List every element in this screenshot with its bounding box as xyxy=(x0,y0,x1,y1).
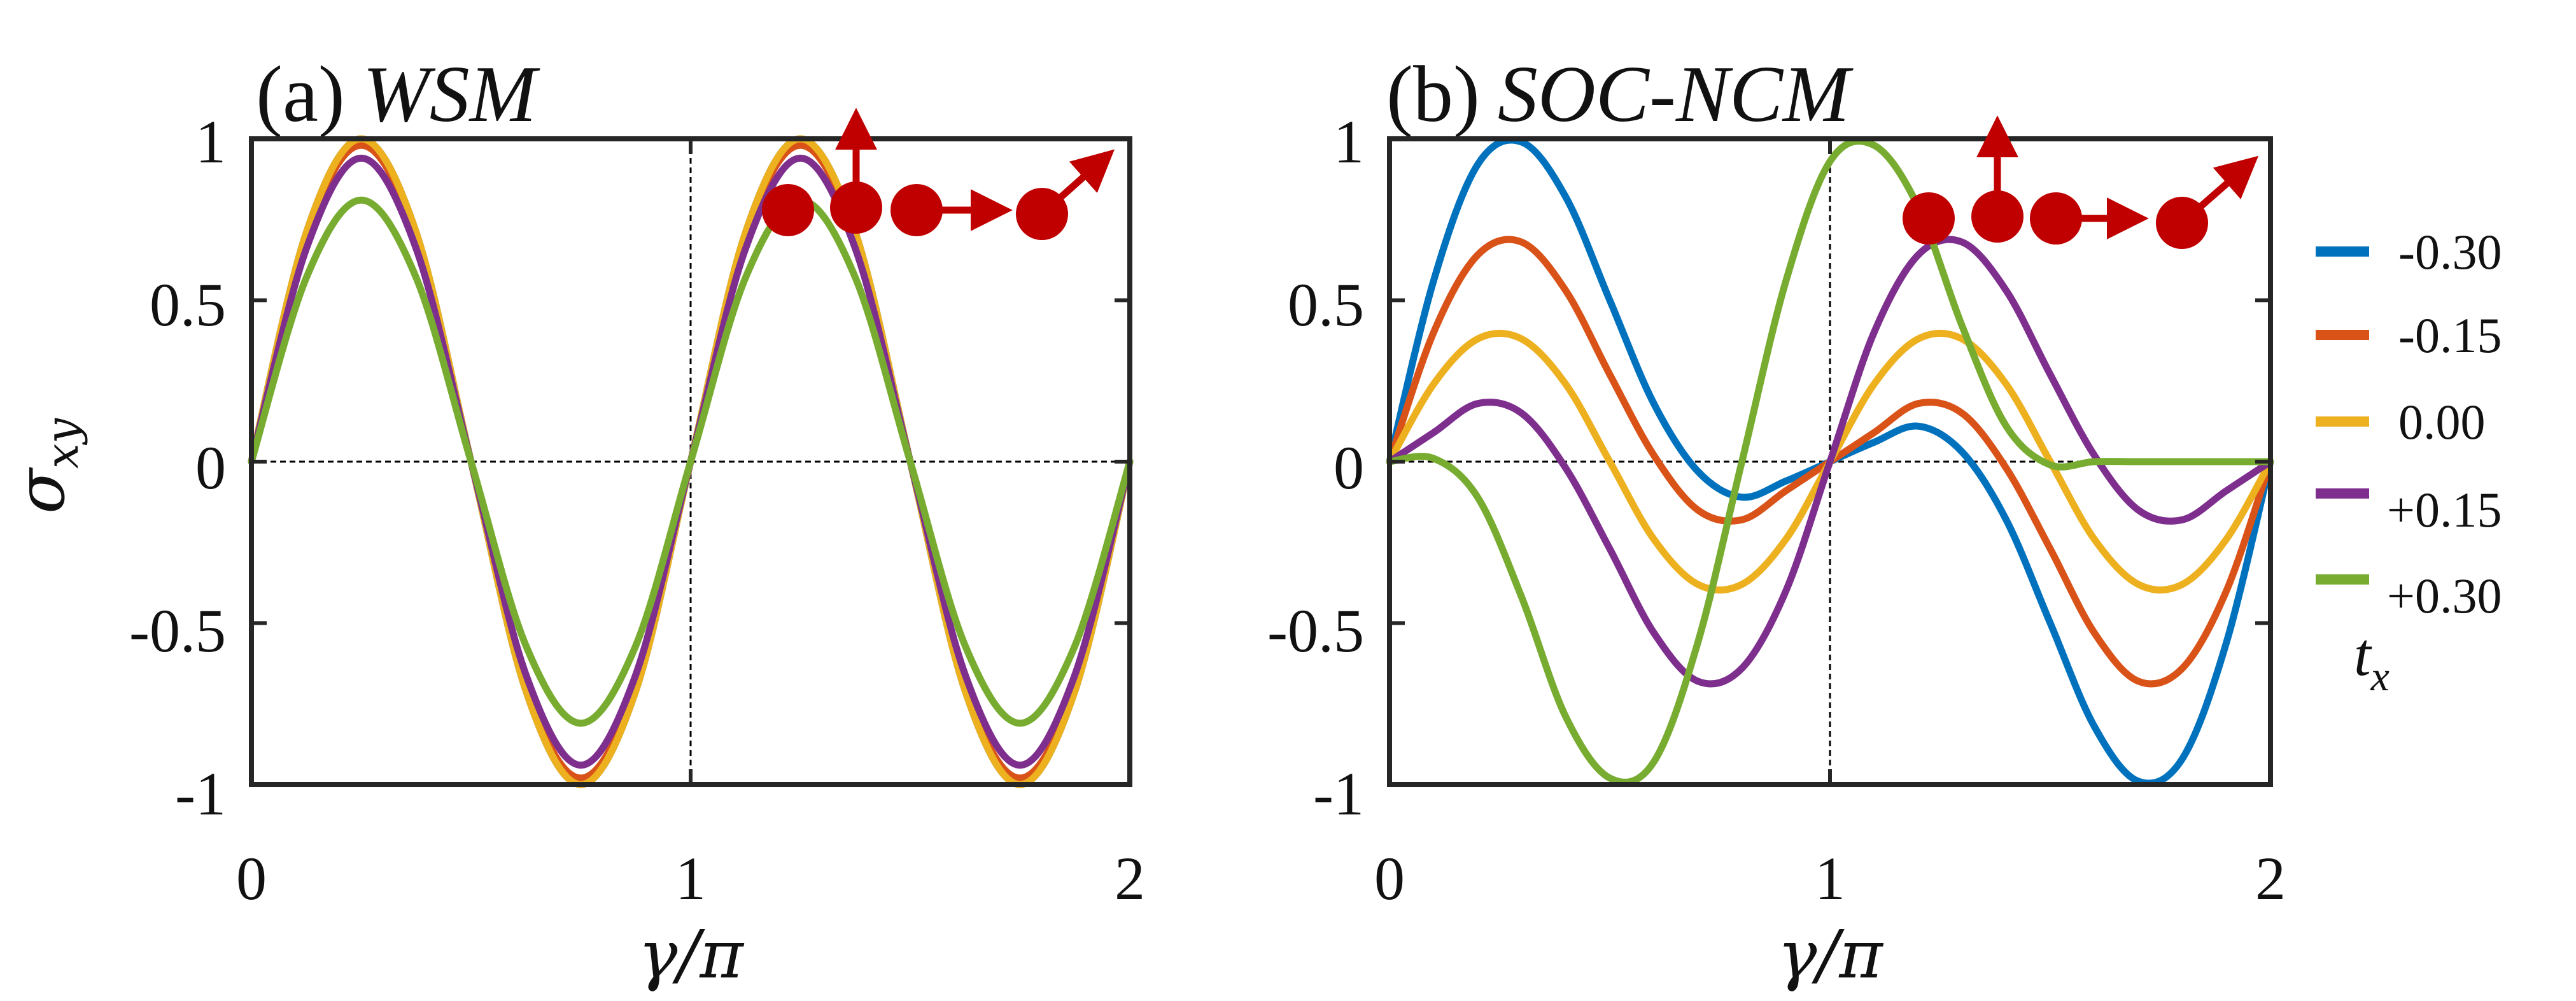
panel-b-plot xyxy=(1386,136,2274,787)
spin-site-1 xyxy=(762,184,814,236)
legend-label-2: 0.00 xyxy=(2398,394,2486,450)
panel-a-ytick-0: 0 xyxy=(195,434,226,502)
panel-b-spin-inset xyxy=(1903,115,2259,249)
panel-a-xtick-2: 2 xyxy=(1115,844,1145,912)
panel-a-ytick-neg05: -0.5 xyxy=(129,597,226,665)
panel-a-x-axis-label: γ/π xyxy=(638,916,744,993)
panel-b-ytick-neg05: -0.5 xyxy=(1267,597,1364,665)
panel-b-ytick-0: 0 xyxy=(1334,434,1364,502)
panel-a-name: WSM xyxy=(363,50,540,139)
legend-title-symbol: t xyxy=(2354,620,2372,688)
panel-a-yticks: -1 -0.5 0 0.5 1 xyxy=(129,108,226,828)
legend-title-subscript: x xyxy=(2370,653,2389,700)
panel-b-series-4 xyxy=(1386,138,2274,786)
panel-b-yticks: -1 -0.5 0 0.5 1 xyxy=(1267,108,1364,828)
panel-a-ytick-05: 0.5 xyxy=(150,271,226,339)
panel-b-xticks: 0 1 2 xyxy=(1374,844,2286,912)
panel-b-name: SOC-NCM xyxy=(1498,50,1854,139)
legend: -0.30 -0.15 0.00 +0.15 +0.30 tx xyxy=(2316,224,2502,700)
panel-b-series-3 xyxy=(1386,236,2274,688)
y-axis-label-symbol: σ xyxy=(2,467,80,514)
panel-b-label: (b) xyxy=(1386,50,1480,139)
panel-a: (a) WSM 0 1 2 -1 -0.5 0 0.5 1 γ/π xyxy=(129,50,1145,993)
y-axis-label-subscript: xy xyxy=(36,418,88,469)
panel-b-title: (b) SOC-NCM xyxy=(1386,50,1854,139)
legend-label-0: -0.30 xyxy=(2398,224,2502,280)
panel-b-ytick-1: 1 xyxy=(1334,108,1364,176)
panel-a-title: (a) WSM xyxy=(256,50,540,139)
spin-site-1 xyxy=(1903,192,1955,245)
panel-a-series-4 xyxy=(248,196,1134,727)
panel-b: (b) SOC-NCM 0 1 2 -1 -0.5 0 0.5 1 γ/π xyxy=(1267,50,2286,993)
legend-label-1: -0.15 xyxy=(2398,308,2502,363)
legend-title: tx xyxy=(2354,620,2389,700)
panel-a-xtick-0: 0 xyxy=(236,844,267,912)
panel-b-x-axis-label: γ/π xyxy=(1777,916,1883,993)
panel-b-xtick-1: 1 xyxy=(1815,844,1845,912)
panel-a-plot xyxy=(248,135,1134,788)
panel-a-ytick-neg1: -1 xyxy=(175,760,226,828)
panel-b-ytick-05: 0.5 xyxy=(1288,271,1364,339)
panel-a-label: (a) xyxy=(256,50,345,139)
panel-b-ytick-neg1: -1 xyxy=(1313,760,1364,828)
spin-arrow-icon xyxy=(1039,149,1115,217)
panel-b-xtick-0: 0 xyxy=(1374,844,1405,912)
spin-arrow-icon xyxy=(2179,155,2259,226)
legend-label-4: +0.30 xyxy=(2387,568,2502,623)
panel-a-ytick-1: 1 xyxy=(195,108,226,176)
panel-a-xticks: 0 1 2 xyxy=(236,844,1145,912)
panel-b-xtick-2: 2 xyxy=(2255,844,2286,912)
legend-label-3: +0.15 xyxy=(2387,482,2502,537)
panel-a-spin-inset xyxy=(762,108,1115,240)
panel-a-xtick-1: 1 xyxy=(675,844,706,912)
y-axis-label: σxy xyxy=(2,418,88,514)
